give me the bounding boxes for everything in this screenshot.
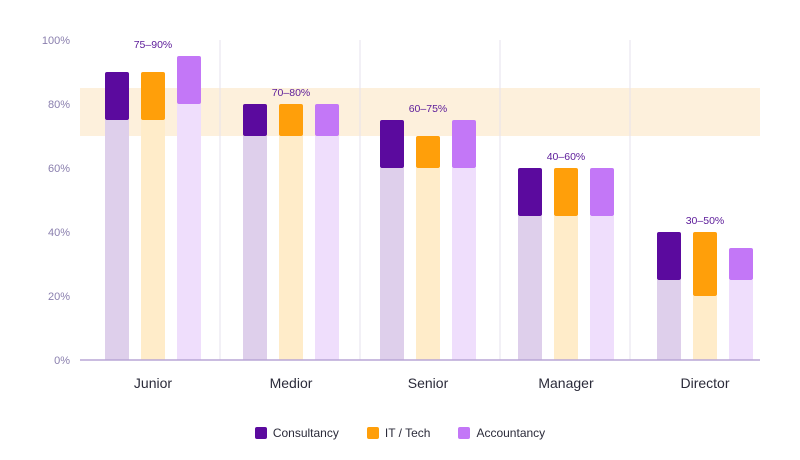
bar-range <box>243 104 267 136</box>
bar-range <box>105 72 129 120</box>
legend-item-it-tech: IT / Tech <box>366 426 431 440</box>
bar-base <box>141 120 165 360</box>
legend: Consultancy IT / Tech Accountancy <box>0 426 800 440</box>
bar-base <box>105 120 129 360</box>
category-label: Medior <box>270 375 313 391</box>
bar-base <box>452 168 476 360</box>
y-tick-label: 0% <box>54 355 70 367</box>
bar-base <box>657 280 681 360</box>
range-label: 75–90% <box>134 39 173 51</box>
bar-range <box>657 232 681 280</box>
bar-base <box>518 216 542 360</box>
bar-base <box>380 168 404 360</box>
range-label: 70–80% <box>272 87 311 99</box>
bar-range <box>554 168 578 216</box>
bar-base <box>177 104 201 360</box>
category-label: Senior <box>408 375 449 391</box>
bar-range <box>452 120 476 168</box>
range-label: 40–60% <box>547 151 586 163</box>
y-tick-label: 60% <box>48 163 70 175</box>
y-tick-label: 40% <box>48 227 70 239</box>
bar-range <box>177 56 201 104</box>
bar-range <box>315 104 339 136</box>
bar-base <box>416 168 440 360</box>
legend-label-accountancy: Accountancy <box>476 426 546 440</box>
y-tick-label: 100% <box>42 35 70 47</box>
bar-range <box>590 168 614 216</box>
bar-range <box>416 136 440 168</box>
y-tick-label: 20% <box>48 291 70 303</box>
legend-item-consultancy: Consultancy <box>254 426 339 440</box>
bar-range <box>380 120 404 168</box>
legend-label-it-tech: IT / Tech <box>384 426 431 440</box>
bar-base <box>590 216 614 360</box>
legend-swatch-accountancy <box>458 427 471 439</box>
range-label: 30–50% <box>686 215 725 227</box>
chart-svg: 0% 20% 40% 60% 80% 100% 75–90% Junior 70–80% Medi… <box>42 35 760 391</box>
bar-range <box>518 168 542 216</box>
bar-base <box>693 296 717 360</box>
legend-swatch-it-tech <box>366 427 379 439</box>
bar-base <box>243 136 267 360</box>
bar-base <box>554 216 578 360</box>
bar-base <box>315 136 339 360</box>
bar-range <box>693 232 717 296</box>
bar-range <box>729 248 753 280</box>
bar-base <box>729 280 753 360</box>
legend-label-consultancy: Consultancy <box>272 426 339 440</box>
bar-range <box>279 104 303 136</box>
legend-item-accountancy: Accountancy <box>458 426 545 440</box>
category-label: Manager <box>538 375 594 391</box>
bar-base <box>279 136 303 360</box>
y-tick-label: 80% <box>48 99 70 111</box>
category-label: Director <box>680 375 729 391</box>
bar-range <box>141 72 165 120</box>
category-label: Junior <box>134 375 172 391</box>
range-label: 60–75% <box>409 103 448 115</box>
legend-swatch-consultancy <box>254 427 267 439</box>
